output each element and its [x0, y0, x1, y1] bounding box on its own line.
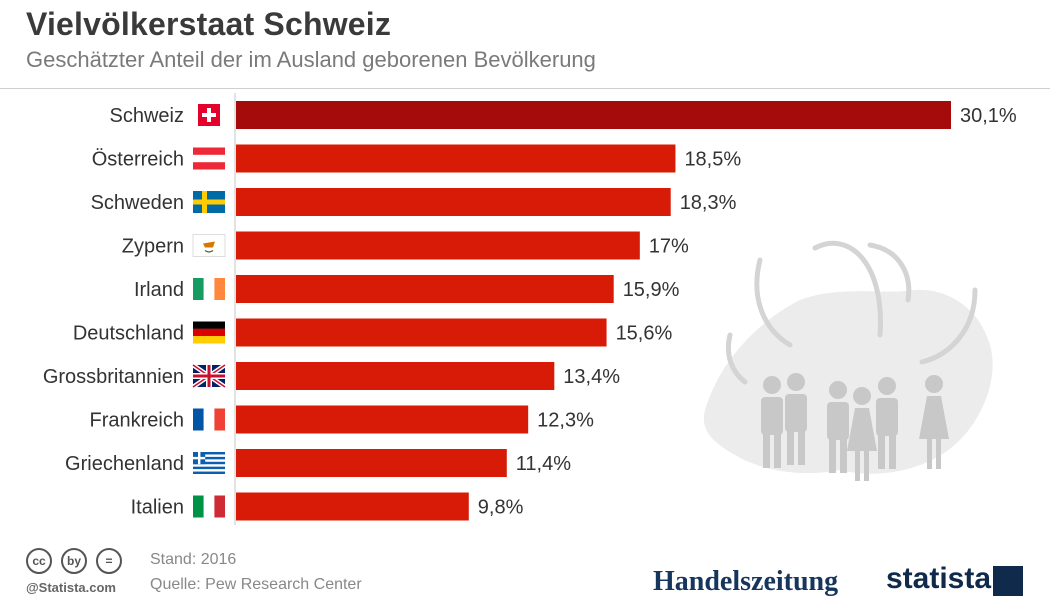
value-label: 11,4%	[516, 453, 571, 475]
cyprus-flag	[192, 234, 226, 257]
bar	[236, 405, 529, 434]
bar	[236, 101, 951, 129]
bar	[236, 275, 614, 303]
person-icon	[827, 381, 849, 473]
source-label: Quelle: Pew Research Center	[150, 576, 362, 593]
germany-flag	[193, 321, 225, 344]
no-derivatives-icon: =	[96, 548, 122, 574]
arrow-icon	[812, 240, 883, 338]
austria-flag	[193, 147, 225, 170]
stand-label: Stand: 2016	[150, 551, 237, 568]
page-subtitle: Geschätzter Anteil der im Ausland gebore…	[26, 47, 596, 72]
uk-flag	[191, 363, 227, 389]
ireland-flag	[193, 278, 225, 300]
arrow-icon	[725, 332, 748, 385]
value-label: 18,5%	[684, 149, 741, 171]
greece-flag	[193, 452, 225, 474]
category-label: Frankreich	[90, 410, 184, 432]
value-label: 12,3%	[537, 410, 594, 432]
statista-logo-icon	[993, 566, 1023, 596]
category-label: Schweiz	[110, 105, 184, 127]
person-icon	[876, 377, 898, 469]
bar	[236, 144, 676, 173]
person-icon	[847, 387, 877, 481]
page-title: Vielvölkerstaat Schweiz	[26, 6, 392, 42]
person-icon	[761, 376, 783, 468]
arrow-icon	[919, 287, 978, 365]
statista-credit[interactable]: @Statista.com	[26, 580, 116, 595]
cc-license-icon: cc	[26, 548, 52, 574]
bar	[236, 188, 671, 216]
bar	[236, 449, 507, 477]
migration-illustration	[703, 240, 993, 481]
arrow-icon	[867, 242, 912, 303]
value-label: 15,6%	[616, 323, 673, 345]
switzerland-flag	[198, 104, 220, 126]
value-label: 13,4%	[563, 366, 620, 388]
bar	[236, 362, 555, 390]
category-label: Italien	[131, 497, 184, 519]
france-flag	[193, 408, 225, 431]
bar	[236, 318, 607, 347]
category-label: Griechenland	[65, 453, 184, 475]
category-label: Deutschland	[73, 323, 184, 345]
value-label: 17%	[649, 236, 689, 258]
italy-flag	[193, 495, 225, 518]
value-label: 18,3%	[680, 192, 737, 214]
category-label: Grossbritannien	[43, 366, 184, 388]
person-icon	[785, 373, 807, 465]
value-label: 15,9%	[623, 279, 680, 301]
header-divider	[0, 88, 1050, 89]
value-label: 30,1%	[960, 105, 1017, 127]
person-icon	[919, 375, 949, 469]
handelszeitung-logo[interactable]: Handelszeitung	[653, 566, 839, 597]
bar	[236, 492, 469, 521]
statista-logo[interactable]: statista	[886, 562, 992, 595]
arrow-icon	[754, 257, 793, 348]
value-label: 9,8%	[478, 497, 524, 519]
category-label: Schweden	[91, 192, 184, 214]
bar	[236, 231, 640, 260]
category-label: Zypern	[122, 236, 184, 258]
category-label: Irland	[134, 279, 184, 301]
sweden-flag	[193, 191, 225, 213]
category-label: Österreich	[92, 149, 184, 171]
attribution-icon: by	[61, 548, 87, 574]
